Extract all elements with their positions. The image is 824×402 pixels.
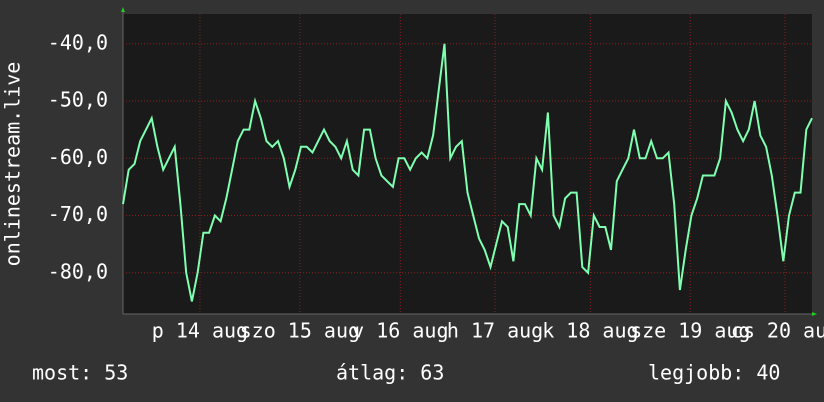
x-tick-label: v 16 aug [352, 319, 448, 343]
y-tick-label: -50,0 [48, 88, 108, 112]
y-arrow [121, 7, 125, 12]
y-tick-label: -60,0 [48, 145, 108, 169]
data-line [122, 43, 813, 302]
y-tick-label: -80,0 [48, 259, 108, 283]
x-tick-label: p 14 aug [152, 319, 248, 343]
plot-area [123, 14, 812, 314]
x-tick-label: sze 19 aug [630, 319, 750, 343]
x-tick-label: k 18 aug [542, 319, 638, 343]
y-axis-label: onlinestream.live [1, 62, 25, 267]
x-tick-label: cs 20 aug [731, 319, 824, 343]
x-arrow [812, 312, 817, 316]
y-tick-label: -70,0 [48, 202, 108, 226]
footer-text: legjobb: 40 [648, 361, 780, 385]
x-tick-label: h 17 aug [447, 319, 543, 343]
footer-text: most: 53 [32, 361, 128, 385]
y-tick-label: -40,0 [48, 30, 108, 54]
footer-text: átlag: 63 [336, 361, 444, 385]
x-tick-label: szo 15 aug [240, 319, 360, 343]
